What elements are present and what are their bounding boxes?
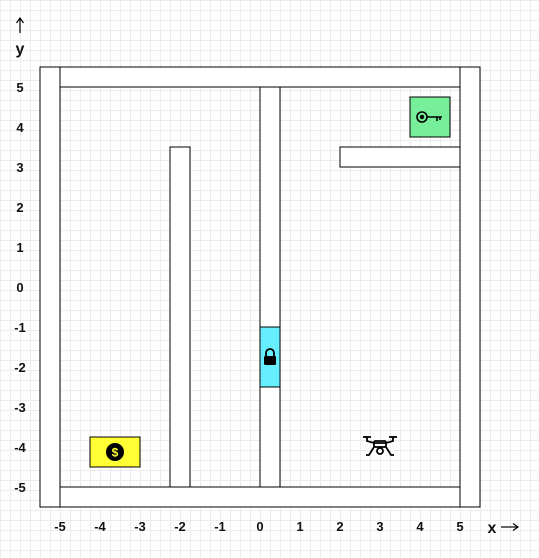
x-tick-label: 4 [416,519,424,534]
x-tick-label: -3 [134,519,146,534]
y-axis-arrow [16,16,24,33]
x-axis-arrow [501,523,520,531]
x-tick-label: -1 [214,519,226,534]
outer-wall-right [459,66,481,508]
inner-wall-center-upper [259,86,281,328]
dollar-coin-icon: $ [106,443,124,461]
x-tick-label: 5 [456,519,463,534]
outer-wall-top [59,66,461,88]
y-tick-label: 4 [16,120,24,135]
y-tick-label: 5 [16,80,23,95]
x-tick-label: 0 [256,519,263,534]
y-tick-label: -2 [14,360,26,375]
outer-wall-left [39,66,61,508]
padlock-icon [264,348,276,365]
key-icon [416,111,442,123]
x-tick-labels: -5 -4 -3 -2 -1 0 1 2 3 4 5 [54,519,463,534]
x-axis-label: x [488,520,497,537]
y-tick-label: 1 [16,240,23,255]
x-tick-label: -2 [174,519,186,534]
outer-wall-bottom [59,486,461,508]
y-tick-label: -3 [14,400,26,415]
y-tick-label: 3 [16,160,23,175]
inner-wall-center-lower [259,386,281,488]
svg-text:$: $ [112,446,119,460]
y-tick-label: 2 [16,200,23,215]
inner-wall-left-vertical [169,146,191,488]
y-tick-label: -5 [14,480,26,495]
x-tick-label: 1 [296,519,303,534]
x-tick-label: 2 [336,519,343,534]
x-tick-label: -4 [94,519,106,534]
x-tick-label: -5 [54,519,66,534]
drone-icon [363,436,397,456]
y-tick-labels: 5 4 3 2 1 0 -1 -2 -3 -4 -5 [14,80,26,495]
y-axis-label: y [16,41,25,58]
inner-wall-right-shelf [339,146,461,168]
y-tick-label: 0 [16,280,23,295]
y-tick-label: -4 [14,440,26,455]
x-tick-label: 3 [376,519,383,534]
y-tick-label: -1 [14,320,26,335]
